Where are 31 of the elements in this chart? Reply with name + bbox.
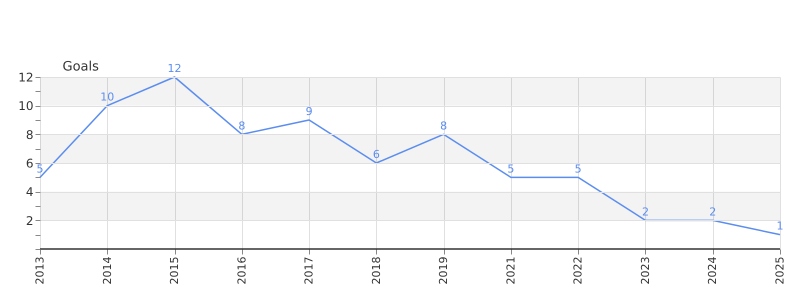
y-tick-label: 2 — [26, 214, 34, 228]
y-axis-title: Goals — [62, 60, 100, 74]
y-tick-label: 8 — [26, 128, 34, 142]
x-tick-label: 2019 — [437, 256, 450, 284]
data-label: 12 — [168, 62, 182, 75]
data-label: 8 — [238, 119, 246, 132]
x-tick-label: 2016 — [235, 256, 248, 284]
x-tick-label: 2023 — [638, 256, 652, 284]
data-label: 8 — [440, 119, 448, 132]
x-tick-label: 2018 — [370, 256, 383, 284]
data-label: 1 — [776, 220, 784, 233]
data-label: 5 — [574, 162, 582, 176]
data-label: 5 — [36, 162, 44, 176]
y-tick-label: 12 — [18, 70, 34, 84]
x-tick-label: 2021 — [504, 256, 518, 284]
x-tick-label: 2025 — [774, 256, 786, 284]
data-label: 9 — [306, 105, 313, 118]
y-tick-label: 6 — [26, 156, 34, 170]
data-label: 6 — [372, 148, 380, 161]
x-tick-label: 2015 — [168, 256, 182, 284]
x-tick-label: 2013 — [34, 256, 46, 284]
data-label: 2 — [642, 205, 649, 218]
data-label: 2 — [709, 205, 716, 218]
data-label: 10 — [100, 90, 114, 104]
y-tick-label: 4 — [26, 185, 34, 200]
x-tick-label: 2014 — [100, 256, 114, 284]
x-tick-label: 2022 — [572, 256, 585, 284]
data-label: 5 — [507, 162, 514, 176]
x-tick-label: 2017 — [302, 256, 316, 284]
y-tick-label: 10 — [18, 99, 34, 114]
x-tick-label: 2024 — [706, 256, 720, 284]
